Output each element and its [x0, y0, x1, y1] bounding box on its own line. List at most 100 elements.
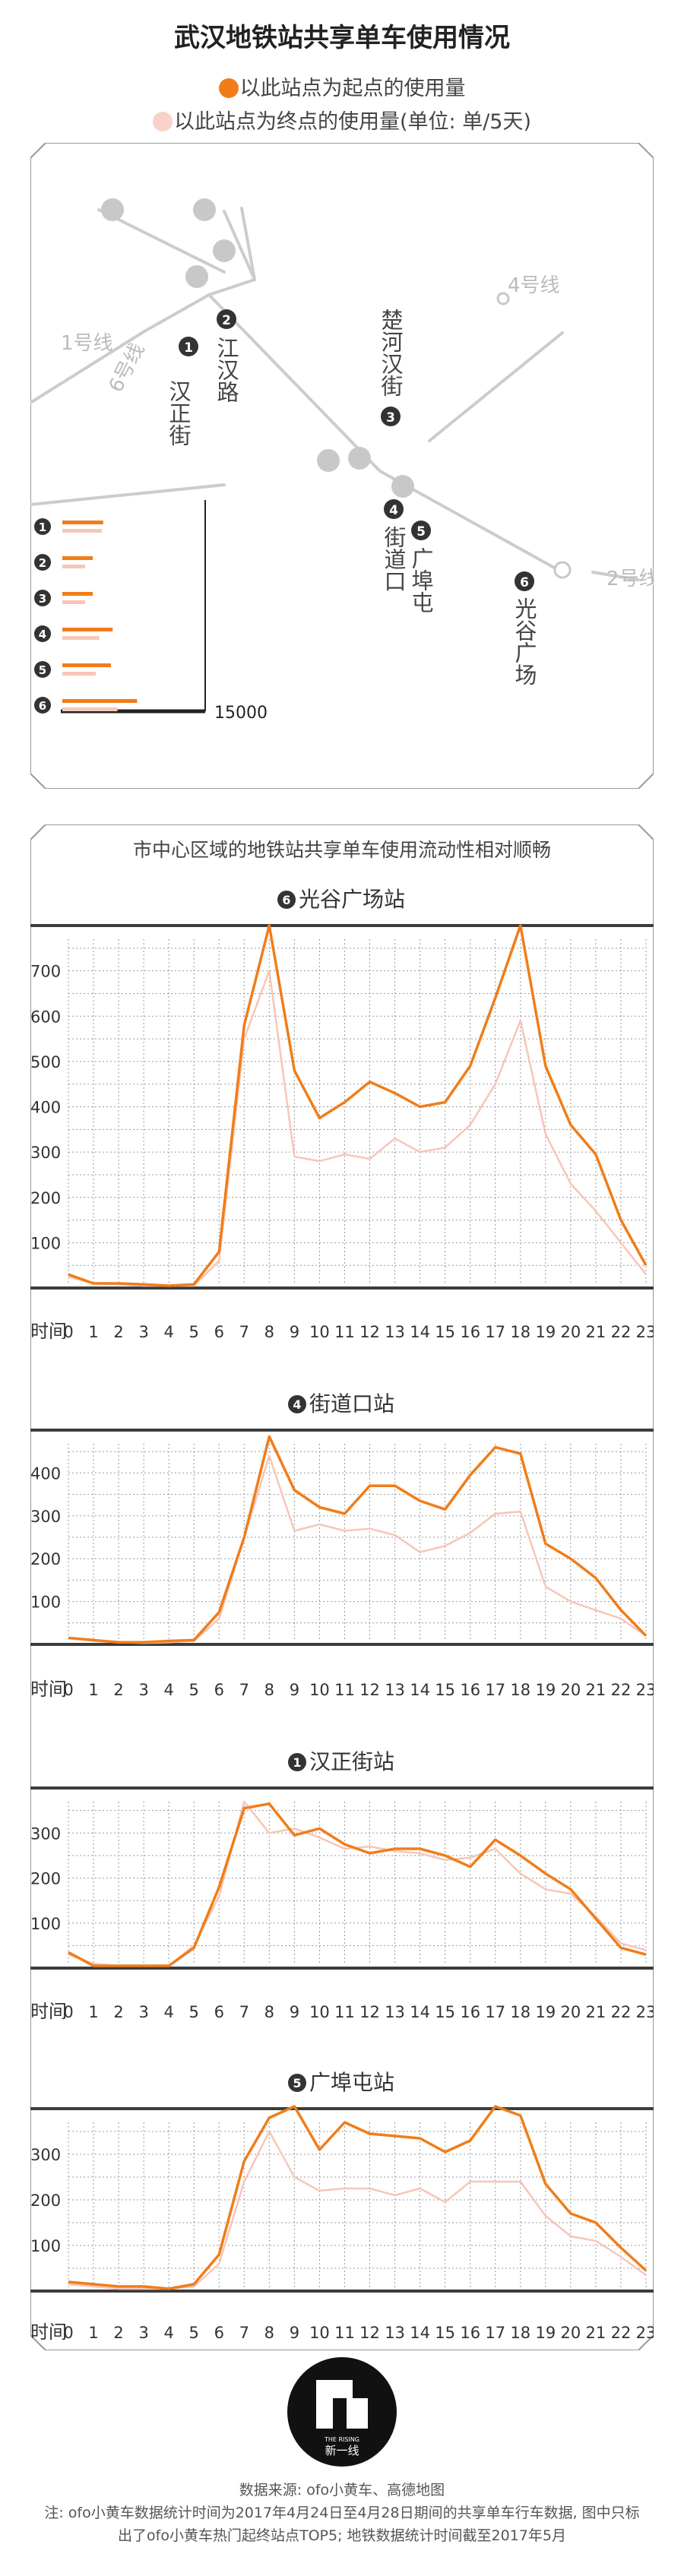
- x-tick-label: 3: [138, 1323, 148, 1341]
- x-tick-label: 4: [163, 2003, 173, 2021]
- station-2-name: 江汉路: [214, 337, 239, 403]
- station-1-name: 汉正街: [166, 380, 192, 446]
- x-tick-label: 9: [290, 1323, 299, 1341]
- legend-origin-label: 以此站点为起点的使用量: [239, 77, 466, 100]
- usage-bar-origin: [62, 592, 93, 596]
- x-tick-label: 8: [264, 1323, 274, 1341]
- y-tick-label: 600: [30, 1008, 61, 1026]
- series-origin-line: [68, 924, 648, 1287]
- series-dest-line: [68, 970, 647, 1287]
- y-tick-label: 700: [30, 963, 61, 981]
- y-tick-label: 300: [30, 1144, 61, 1162]
- x-tick-label: 19: [535, 2003, 556, 2021]
- line-2-label: 2号线: [606, 568, 654, 590]
- usage-bar-dest: [62, 565, 85, 568]
- line-1-label: 1号线: [61, 332, 113, 355]
- bar-scale-label: 15000: [214, 704, 268, 723]
- page-title: 武汉地铁站共享单车使用情况: [174, 23, 510, 53]
- charts-frame: 市中心区域的地铁站共享单车使用流动性相对顺畅: [30, 824, 654, 2350]
- y-tick-label: 100: [30, 1915, 61, 1933]
- x-tick-label: 19: [535, 2324, 556, 2342]
- station-4-num: 4: [389, 503, 398, 518]
- chart-title-num-bg: [277, 891, 296, 909]
- x-tick-label: 18: [510, 2324, 530, 2342]
- x-tick-label: 21: [586, 2003, 606, 2021]
- usage-bar-chart: 15000 1 2 3 4 5 6: [34, 500, 268, 723]
- x-tick-label: 20: [561, 2003, 581, 2021]
- station-4-marker: 4 街道口: [381, 499, 407, 592]
- chart-grid: [68, 1802, 647, 1965]
- chart-title-text: 广埠屯站: [309, 2070, 394, 2095]
- x-tick-label: 6: [214, 2003, 224, 2021]
- x-tick-label: 15: [435, 1323, 455, 1341]
- usage-bar-origin: [62, 663, 111, 667]
- x-tick-label: 22: [611, 2003, 632, 2021]
- chart-title: 4 街道口站: [288, 1391, 394, 1416]
- x-axis-label: 时间: [30, 2001, 67, 2022]
- x-tick-label: 18: [510, 1681, 530, 1699]
- chart-title-text: 光谷广场站: [299, 887, 405, 912]
- series-dest-line: [68, 2130, 647, 2290]
- usage-bar-row-4: 4: [34, 625, 113, 642]
- x-tick-label: 7: [239, 2003, 249, 2021]
- y-tick-label: 300: [30, 1508, 61, 1526]
- legend-dest-swatch: [152, 112, 173, 131]
- x-tick-label: 22: [611, 1681, 632, 1699]
- station-3-num: 3: [386, 410, 395, 426]
- usage-bar-num: 3: [39, 592, 46, 606]
- x-tick-label: 12: [359, 2003, 380, 2021]
- charts-subtitle: 市中心区域的地铁站共享单车使用流动性相对顺畅: [133, 839, 551, 861]
- x-tick-label: 11: [334, 1323, 355, 1341]
- legend-origin: 以此站点为起点的使用量: [0, 71, 684, 101]
- x-tick-label: 1: [88, 1681, 98, 1699]
- x-tick-label: 23: [636, 2003, 654, 2021]
- x-tick-label: 13: [385, 2003, 405, 2021]
- chart-title: 1 汉正街站: [288, 1749, 394, 1774]
- usage-bar-num: 6: [39, 699, 46, 713]
- usage-bar-row-6: 6: [34, 697, 138, 714]
- station-6-marker: 6 光谷广场: [511, 571, 537, 685]
- x-tick-label: 18: [510, 2003, 530, 2021]
- x-tick-label: 4: [163, 1681, 173, 1699]
- usage-bar-dest: [62, 707, 118, 711]
- usage-bar-num-bg: [34, 697, 51, 714]
- data-source: 数据来源: ofo小黄车、高德地图: [239, 2482, 445, 2498]
- x-tick-label: 3: [138, 1681, 148, 1699]
- footnote-line-1: 注: ofo小黄车数据统计时间为2017年4月24日至4月28日期间的共享单车行…: [44, 2505, 640, 2521]
- chart-title-num-bg: [288, 1395, 306, 1413]
- y-tick-label: 100: [30, 1593, 61, 1612]
- x-tick-label: 0: [63, 1323, 73, 1341]
- x-tick-label: 22: [611, 2324, 632, 2342]
- x-tick-label: 13: [385, 1323, 405, 1341]
- line-4-label: 4号线: [508, 274, 560, 297]
- x-tick-label: 16: [460, 1323, 480, 1341]
- usage-bar-num: 1: [39, 521, 46, 534]
- x-tick-label: 5: [189, 1323, 199, 1341]
- footnote-line-2: 出了ofo小黄车热门起终站点TOP5; 地铁数据统计时间截至2017年5月: [118, 2527, 566, 2544]
- x-tick-label: 9: [290, 1681, 299, 1699]
- x-tick-label: 0: [63, 2003, 73, 2021]
- usage-bar-dest: [62, 672, 97, 676]
- y-tick-label: 400: [30, 1099, 61, 1117]
- chart-title-num: 6: [282, 893, 290, 907]
- x-tick-label: 8: [264, 1681, 274, 1699]
- chart-title-num: 4: [293, 1397, 301, 1412]
- station-3-name: 楚河汉街: [378, 309, 404, 397]
- x-tick-label: 11: [334, 1681, 355, 1699]
- chart-title-num: 5: [293, 2076, 301, 2090]
- usage-bar-num-bg: [34, 518, 51, 535]
- y-tick-label: 100: [30, 2237, 61, 2255]
- usage-bar-origin: [62, 556, 93, 560]
- usage-bar-num: 4: [39, 628, 46, 641]
- x-tick-label: 12: [359, 1681, 380, 1699]
- station-5-name: 广埠屯: [408, 547, 434, 613]
- legend-dest: 以此站点为终点的使用量(单位: 单/5天): [0, 105, 684, 134]
- x-tick-label: 8: [264, 2324, 274, 2342]
- x-tick-label: 18: [510, 1323, 530, 1341]
- x-tick-label: 5: [189, 2003, 199, 2021]
- charts-panel: 市中心区域的地铁站共享单车使用流动性相对顺畅 6 光谷广场站 100 200 300 40…: [30, 824, 654, 2350]
- y-tick-label: 400: [30, 1464, 61, 1483]
- usage-bar-dest: [62, 529, 102, 533]
- x-tick-label: 9: [290, 2324, 299, 2342]
